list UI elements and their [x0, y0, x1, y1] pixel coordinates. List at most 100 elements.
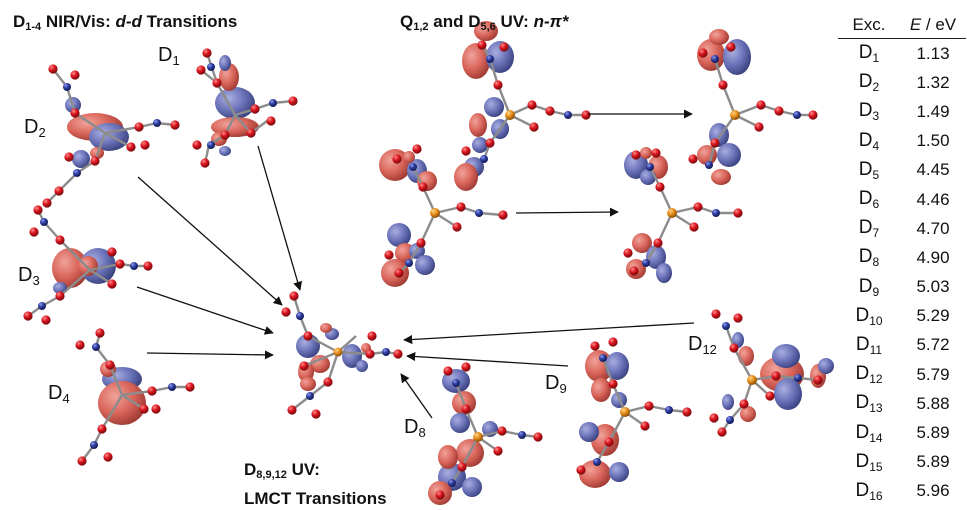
excitation-name: D5: [858, 158, 880, 182]
oxygen-atom: [698, 48, 708, 58]
oxygen-atom: [493, 80, 503, 90]
orbital-lobe-positive: [709, 29, 729, 45]
excitation-energy: 5.96: [916, 481, 950, 501]
orbital-lobe-negative: [356, 360, 368, 372]
orbital-lobe-positive: [711, 169, 731, 185]
nitrogen-atom: [296, 312, 304, 320]
oxygen-atom: [461, 146, 471, 156]
metal-atom: [747, 375, 757, 385]
oxygen-atom: [527, 100, 537, 110]
oxygen-atom: [457, 462, 467, 472]
excitation-name: D11: [855, 333, 883, 357]
oxygen-atom: [192, 140, 202, 150]
excitation-energy: 5.29: [916, 306, 950, 326]
oxygen-atom: [220, 130, 230, 140]
label-d1: D1: [158, 44, 180, 68]
nitrogen-atom: [40, 218, 48, 226]
orbital-lobe-positive: [632, 233, 652, 253]
table-row: D13 5.88: [838, 389, 966, 418]
arrow-d4-to-lmct: [146, 350, 274, 360]
oxygen-atom: [202, 48, 212, 58]
excitation-name: D13: [855, 392, 883, 416]
bond: [303, 350, 339, 368]
orbital-lobe-positive: [320, 323, 332, 333]
nitrogen-atom: [153, 119, 161, 127]
oxygen-atom: [717, 427, 727, 437]
nitrogen-atom: [73, 169, 81, 177]
arrow-d1-to-lmct: [257, 145, 303, 291]
excitation-energy: 4.46: [916, 189, 950, 209]
molecule-d5-right: [623, 147, 743, 283]
oxygen-atom: [644, 401, 654, 411]
oxygen-atom: [718, 80, 728, 90]
excitation-energy: 5.72: [916, 335, 950, 355]
orbital-lobe-positive: [310, 355, 330, 373]
oxygen-atom: [765, 391, 775, 401]
bond: [460, 436, 480, 468]
molecule-d2: [42, 64, 180, 208]
oxygen-atom: [185, 382, 195, 392]
nitrogen-atom: [722, 322, 730, 330]
excitation-energy: 5.89: [916, 423, 950, 443]
title-nir-vis: D1-4 NIR/Vis: d-d Transitions: [13, 12, 238, 33]
oxygen-atom: [170, 120, 180, 130]
oxygen-atom: [452, 222, 462, 232]
bond: [489, 114, 511, 144]
oxygen-atom: [143, 261, 153, 271]
bond: [100, 394, 124, 430]
bond: [108, 364, 124, 396]
oxygen-atom: [623, 248, 633, 258]
oxygen-atom: [726, 42, 736, 52]
oxygen-atom: [29, 227, 39, 237]
oxygen-atom: [590, 341, 600, 351]
orbital-lobe-positive: [98, 381, 146, 425]
nitrogen-atom: [486, 55, 494, 63]
oxygen-atom: [640, 421, 650, 431]
nitrogen-atom: [405, 259, 413, 267]
oxygen-atom: [140, 140, 150, 150]
excitation-energy: 4.70: [916, 218, 950, 238]
excitation-name: D10: [855, 304, 883, 328]
label-d12: D12: [688, 333, 717, 357]
table-row: D16 5.96: [838, 477, 966, 506]
excitation-energy: 5.03: [916, 277, 950, 297]
table-row: D6 4.46: [838, 185, 966, 214]
oxygen-atom: [250, 104, 260, 114]
excitation-energy: 1.50: [916, 131, 950, 151]
oxygen-atom: [48, 64, 58, 74]
metal-atom: [505, 110, 515, 120]
bond: [656, 212, 674, 244]
oxygen-atom: [42, 198, 52, 208]
bond: [464, 408, 480, 438]
nitrogen-atom: [269, 99, 277, 107]
oxygen-atom: [41, 315, 51, 325]
oxygen-atom: [418, 182, 428, 192]
label-d9: D9: [545, 372, 567, 396]
nitrogen-atom: [712, 209, 720, 217]
orbital-lobe-positive: [738, 346, 754, 366]
orbital-lobe-negative: [484, 97, 504, 117]
molecule-lmct-center: [281, 291, 403, 419]
excitation-energy: 5.79: [916, 364, 950, 384]
molecule-q1-right: [688, 29, 818, 185]
excitation-energy: 4.90: [916, 247, 950, 267]
bond: [601, 357, 615, 385]
oxygen-atom: [688, 154, 698, 164]
oxygen-atom: [107, 247, 117, 257]
label-d8: D8: [404, 416, 426, 440]
metal-atom: [730, 110, 740, 120]
column-header-energy: E / eV: [909, 15, 957, 34]
orbital-lobe-positive: [740, 406, 756, 422]
arrow-d8-to-lmct: [400, 373, 433, 419]
nitrogen-atom: [168, 383, 176, 391]
nitrogen-atom: [90, 441, 98, 449]
nitrogen-atom: [711, 55, 719, 63]
molecule-d12: [709, 309, 834, 437]
metal-atom: [430, 208, 440, 218]
orbital-lobe-negative: [579, 422, 599, 442]
orbital-lobe-negative: [450, 413, 470, 433]
oxygen-atom: [733, 208, 743, 218]
orbital-lobe-negative: [219, 146, 231, 156]
oxygen-atom: [709, 413, 719, 423]
orbital-lobe-positive: [579, 460, 611, 488]
